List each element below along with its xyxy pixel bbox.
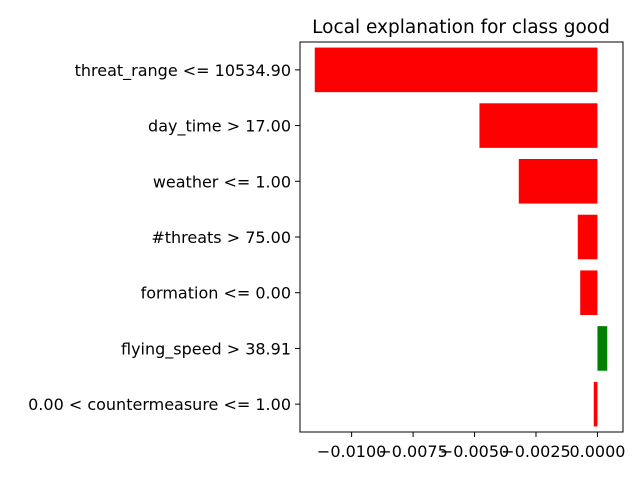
y-tick-label: 0.00 < countermeasure <= 1.00 xyxy=(28,395,291,414)
y-tick-label: formation <= 0.00 xyxy=(141,284,291,303)
y-tick-label: weather <= 1.00 xyxy=(153,172,291,191)
y-tick-label: day_time > 17.00 xyxy=(148,117,291,137)
plot-area-frame xyxy=(299,41,624,433)
bar-0-00-countermeasure-1-00 xyxy=(593,381,598,427)
y-tick-labels-group: threat_range <= 10534.90 day_time > 17.00… xyxy=(28,61,300,414)
x-tick-label: −0.0100 xyxy=(317,442,386,461)
bars-group xyxy=(314,47,608,427)
x-tick-label: 0.0000 xyxy=(569,442,625,461)
bar-weather-1-00 xyxy=(518,159,598,204)
x-tick-marks-group xyxy=(351,432,598,437)
bar-flying-speed-38-91 xyxy=(597,326,608,371)
bar-day-time-17-00 xyxy=(479,103,598,148)
bar-threats-75-00 xyxy=(577,214,598,260)
x-tick-label: −0.0050 xyxy=(440,442,509,461)
x-tick-label: −0.0025 xyxy=(501,442,570,461)
y-tick-label: threat_range <= 10534.90 xyxy=(75,61,291,81)
x-tick-label: −0.0075 xyxy=(378,442,447,461)
y-tick-label: flying_speed > 38.91 xyxy=(121,339,291,359)
y-tick-label: #threats > 75.00 xyxy=(151,228,291,247)
chart-title: Local explanation for class good xyxy=(312,17,610,38)
bar-threat-range-10534-90 xyxy=(314,47,598,93)
bar-formation-0-00 xyxy=(580,270,598,315)
